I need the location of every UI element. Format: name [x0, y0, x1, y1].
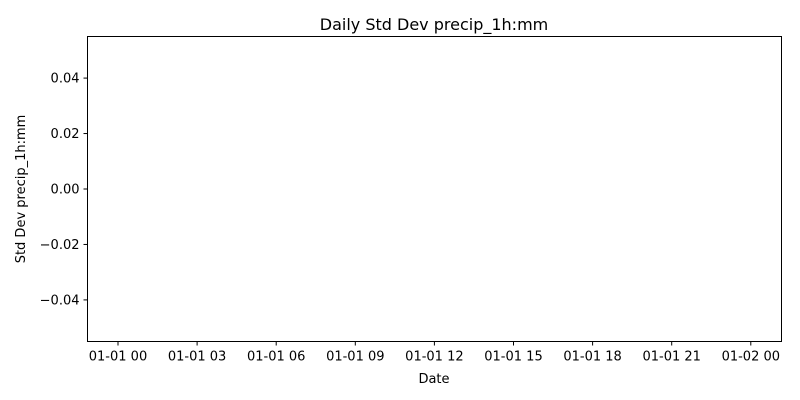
x-tick-label: 01-01 06	[247, 350, 305, 365]
x-tick-label: 01-01 00	[89, 350, 147, 365]
y-tick-label: −0.02	[40, 238, 80, 253]
y-tick-label: 0.00	[51, 183, 80, 198]
y-axis: 0.04 0.02 0.00 −0.02 −0.04	[40, 72, 88, 308]
x-axis-label: Date	[418, 372, 449, 387]
y-axis-label: Std Dev precip_1h:mm	[14, 115, 29, 264]
x-tick-label: 01-02 00	[722, 350, 780, 365]
y-tick-label: −0.04	[40, 293, 80, 308]
x-tick-label: 01-01 09	[326, 350, 384, 365]
x-axis: 01-01 00 01-01 03 01-01 06 01-01 09 01-01 12…	[89, 341, 780, 365]
y-tick-label: 0.02	[51, 127, 80, 142]
x-tick-label: 01-01 21	[642, 350, 700, 365]
x-tick-label: 01-01 12	[405, 350, 463, 365]
x-tick-label: 01-01 03	[168, 350, 226, 365]
x-tick-label: 01-01 18	[563, 350, 621, 365]
chart-title: Daily Std Dev precip_1h:mm	[320, 15, 548, 35]
y-tick-label: 0.04	[51, 72, 80, 87]
x-tick-label: 01-01 15	[484, 350, 542, 365]
